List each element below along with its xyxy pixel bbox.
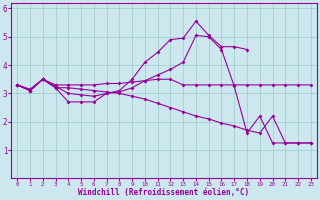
X-axis label: Windchill (Refroidissement éolien,°C): Windchill (Refroidissement éolien,°C)	[78, 188, 250, 197]
